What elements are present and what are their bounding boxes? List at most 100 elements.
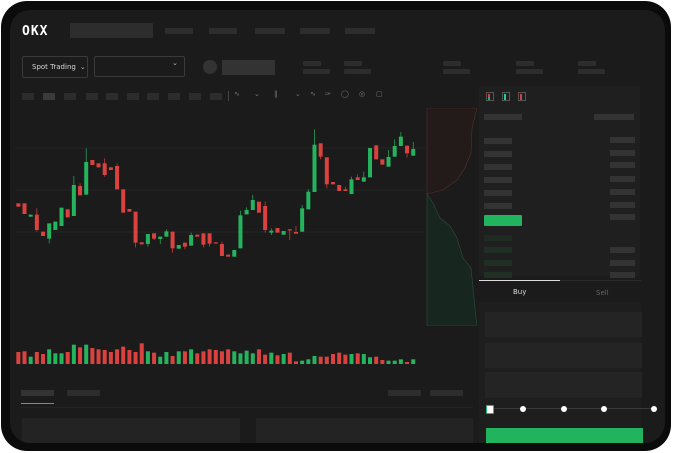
bid-row[interactable] — [610, 247, 635, 253]
nav-item[interactable] — [165, 28, 193, 34]
candle-body — [250, 200, 255, 210]
gridlines — [15, 147, 425, 233]
timeframe-button[interactable] — [64, 93, 76, 100]
bid-row[interactable] — [484, 235, 512, 241]
candle-body — [368, 148, 373, 178]
bid-row[interactable] — [484, 272, 512, 278]
volume-bar — [275, 355, 280, 364]
stat-label — [578, 61, 596, 66]
camera-icon[interactable]: ◯ — [341, 90, 349, 98]
pen-icon[interactable]: ✑ — [325, 90, 331, 98]
ask-row[interactable] — [610, 176, 635, 182]
timeframe-button[interactable] — [147, 93, 159, 100]
nav-item[interactable] — [209, 28, 237, 34]
nav-item[interactable] — [300, 28, 330, 34]
candlestick-chart[interactable] — [10, 10, 430, 370]
volume-bar — [269, 352, 274, 364]
nav-item[interactable] — [345, 28, 375, 34]
assets-card — [22, 418, 240, 443]
timeframe-button[interactable] — [22, 93, 34, 100]
volume-bar — [293, 361, 298, 364]
slider-stop[interactable] — [520, 406, 526, 412]
orderbook-bids-icon[interactable] — [502, 92, 510, 101]
nav-item[interactable] — [255, 28, 285, 34]
volume-bar — [263, 354, 268, 364]
bid-row[interactable] — [610, 260, 635, 266]
ask-row[interactable] — [610, 150, 635, 156]
timeframe-button[interactable] — [86, 93, 98, 100]
ask-row[interactable] — [484, 203, 512, 209]
candle-body — [182, 242, 187, 247]
timeframe-button[interactable] — [127, 93, 139, 100]
candle-body — [386, 157, 391, 167]
bid-row[interactable] — [610, 272, 635, 278]
chevron-down-icon[interactable]: ⌄ — [254, 90, 260, 98]
volume-bar — [34, 352, 39, 364]
slider-handle[interactable] — [486, 405, 494, 414]
filter-button[interactable] — [430, 390, 463, 396]
ask-row[interactable] — [484, 190, 512, 196]
candle-body — [158, 236, 163, 239]
price-input[interactable] — [485, 312, 642, 337]
slider-stop[interactable] — [601, 406, 607, 412]
ask-row[interactable] — [610, 137, 635, 143]
candle-body — [324, 157, 329, 185]
candle-body — [392, 146, 397, 157]
orderbook-both-icon[interactable] — [486, 92, 494, 101]
candles-icon[interactable]: ‖ — [274, 90, 278, 98]
ask-row[interactable] — [484, 164, 512, 170]
volume-bar — [244, 350, 249, 364]
ask-row[interactable] — [610, 189, 635, 195]
bid-row[interactable] — [484, 247, 512, 253]
tab-open-orders[interactable] — [21, 390, 54, 396]
candle-body — [374, 145, 379, 160]
slider-stop[interactable] — [561, 406, 567, 412]
chevron-down-icon[interactable]: ⌄ — [295, 90, 301, 98]
tab-buy[interactable]: Buy — [513, 288, 527, 296]
bid-row[interactable] — [484, 260, 512, 266]
wave-icon[interactable]: ∿ — [234, 90, 240, 98]
candle-body — [256, 201, 261, 213]
candle-body — [145, 234, 150, 244]
tab-sell[interactable]: Sell — [596, 289, 609, 297]
pair-dropdown[interactable]: ⌄ — [94, 56, 185, 77]
line-icon[interactable]: ∿ — [310, 90, 316, 98]
volume-bar — [324, 356, 329, 364]
slider-stop[interactable] — [651, 406, 657, 412]
timeframe-button[interactable] — [43, 93, 55, 100]
ask-row[interactable] — [484, 177, 512, 183]
amount-input[interactable] — [485, 343, 642, 368]
volume-bar — [139, 343, 144, 364]
amount-slider[interactable] — [488, 408, 656, 409]
filter-button[interactable] — [388, 390, 421, 396]
timeframe-button[interactable] — [189, 93, 201, 100]
tab-order-history[interactable] — [67, 390, 100, 396]
volume-bar — [250, 353, 255, 364]
orderbook-asks-icon[interactable] — [518, 92, 526, 101]
ask-row[interactable] — [484, 151, 512, 157]
stat-value — [578, 69, 605, 74]
market-type-dropdown[interactable]: Spot Trading ⌄ — [22, 56, 88, 78]
timeframe-button[interactable] — [168, 93, 180, 100]
search-field[interactable] — [70, 23, 153, 38]
candle-body — [96, 163, 101, 168]
stat-value — [344, 69, 371, 74]
timeframe-button[interactable] — [106, 93, 118, 100]
settings-icon[interactable]: ◎ — [359, 90, 366, 98]
buy-button[interactable] — [486, 428, 643, 443]
chevron-down-icon: ⌄ — [172, 59, 178, 67]
total-input[interactable] — [485, 372, 642, 398]
ask-row[interactable] — [484, 138, 512, 144]
stat-label — [443, 61, 461, 66]
ask-row[interactable] — [610, 162, 635, 168]
candle-body — [411, 149, 416, 156]
stat-value — [443, 69, 470, 74]
candle-body — [263, 206, 268, 230]
candle-body — [41, 231, 46, 236]
ask-row[interactable] — [610, 202, 635, 208]
orderbook-header-price — [484, 114, 522, 120]
fullscreen-icon[interactable]: ▢ — [376, 90, 383, 98]
volume-bar — [374, 356, 379, 364]
timeframe-button[interactable] — [210, 93, 222, 100]
buy-tab-underline — [479, 280, 560, 281]
